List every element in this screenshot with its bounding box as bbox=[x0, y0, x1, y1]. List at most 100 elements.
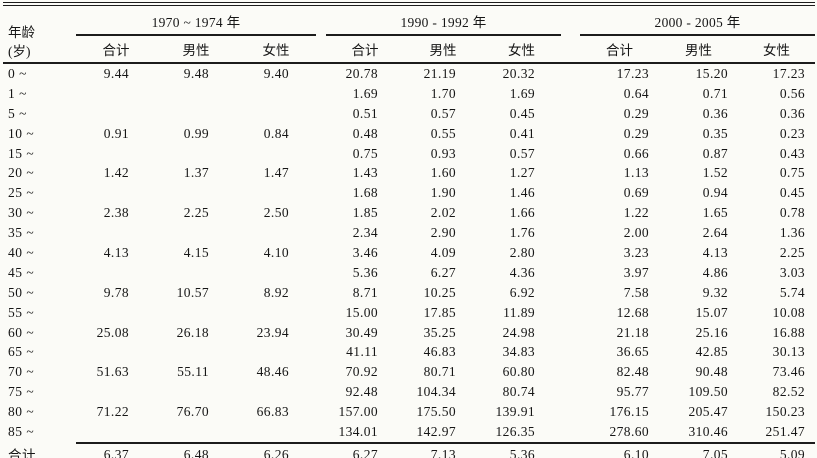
spacer-cell bbox=[316, 303, 326, 323]
value-cell: 142.97 bbox=[416, 423, 457, 439]
age-header-line2: (岁) bbox=[8, 44, 31, 60]
spacer-cell bbox=[316, 402, 326, 422]
spacer-cell bbox=[316, 163, 326, 183]
value-cell: 2.00 bbox=[623, 225, 650, 241]
spacer-cell bbox=[561, 402, 580, 422]
value-cell: 21.19 bbox=[423, 65, 457, 81]
value-cell: 73.46 bbox=[772, 364, 806, 380]
spacer-cell bbox=[561, 63, 580, 84]
spacer-cell bbox=[561, 223, 580, 243]
value-cell: 2.90 bbox=[430, 225, 457, 241]
value-cell: 2.34 bbox=[352, 225, 379, 241]
subheader-female-1: 女性 bbox=[236, 35, 317, 64]
value-cell: 9.44 bbox=[103, 65, 129, 81]
value-cell: 310.46 bbox=[688, 423, 729, 439]
table-row: 25 ~ 1.68 1.90 1.46 0.69 0.94 0.45 bbox=[3, 183, 815, 203]
value-cell: 7.05 bbox=[659, 441, 739, 458]
table-header: 年龄 (岁) 1970 ~ 1974 年 1990 - 1992 年 2000 … bbox=[3, 4, 816, 64]
value-cell: 0.23 bbox=[779, 125, 806, 141]
value-cell: 1.85 bbox=[352, 205, 379, 221]
age-label: 70 ~ bbox=[8, 364, 35, 380]
value-cell bbox=[156, 144, 236, 164]
age-label: 60 ~ bbox=[8, 324, 35, 340]
value-cell: 30.49 bbox=[345, 324, 379, 340]
spacer-cell bbox=[561, 183, 580, 203]
spacer-cell bbox=[316, 243, 326, 263]
value-cell: 80.74 bbox=[502, 384, 536, 400]
spacer-cell bbox=[316, 422, 326, 443]
value-cell bbox=[76, 422, 156, 443]
table-row: 35 ~ 2.34 2.90 1.76 2.00 2.64 1.36 bbox=[3, 223, 815, 243]
value-cell: 2.80 bbox=[509, 244, 536, 260]
value-cell: 17.23 bbox=[616, 65, 650, 81]
value-cell bbox=[236, 183, 316, 203]
value-cell: 0.93 bbox=[430, 145, 457, 161]
value-cell: 12.68 bbox=[616, 304, 650, 320]
value-cell: 1.42 bbox=[103, 165, 129, 181]
value-cell: 10.25 bbox=[423, 284, 457, 300]
age-label: 80 ~ bbox=[8, 404, 35, 420]
spacer-cell bbox=[316, 283, 326, 303]
value-cell: 0.64 bbox=[623, 85, 650, 101]
value-cell: 5.36 bbox=[482, 441, 562, 458]
value-cell: 70.92 bbox=[345, 364, 379, 380]
value-cell: 157.00 bbox=[338, 404, 379, 420]
spacer-cell bbox=[561, 283, 580, 303]
value-cell: 46.83 bbox=[423, 344, 457, 360]
spacer-cell bbox=[316, 323, 326, 343]
age-label: 75 ~ bbox=[8, 384, 35, 400]
total-row: 合计 6.37 6.48 6.26 6.27 7.13 5.36 6.10 7.05 5.09 bbox=[3, 441, 816, 458]
value-cell: 1.22 bbox=[623, 205, 650, 221]
value-cell: 4.36 bbox=[509, 264, 536, 280]
period-header-2000-2005: 2000 - 2005 年 bbox=[580, 4, 816, 36]
value-cell: 2.50 bbox=[263, 205, 290, 221]
value-cell: 0.43 bbox=[779, 145, 806, 161]
age-label: 1 ~ bbox=[8, 85, 27, 101]
value-cell: 92.48 bbox=[345, 384, 379, 400]
value-cell: 34.83 bbox=[502, 344, 536, 360]
value-cell: 205.47 bbox=[688, 404, 729, 420]
value-cell: 0.35 bbox=[702, 125, 729, 141]
value-cell: 251.47 bbox=[765, 423, 806, 439]
value-cell: 15.00 bbox=[345, 304, 379, 320]
value-cell: 6.10 bbox=[580, 441, 660, 458]
spacer-cell bbox=[316, 203, 326, 223]
spacer-cell bbox=[316, 144, 326, 164]
value-cell: 10.57 bbox=[176, 284, 209, 300]
value-cell: 6.92 bbox=[509, 284, 536, 300]
table-row: 5 ~ 0.51 0.57 0.45 0.29 0.36 0.36 bbox=[3, 104, 815, 124]
spacer-cell bbox=[316, 362, 326, 382]
table-row: 85 ~ 134.01 142.97 126.35 278.60 310.46 251.47 bbox=[3, 422, 815, 443]
spacer-cell bbox=[316, 342, 326, 362]
value-cell: 41.11 bbox=[346, 344, 379, 360]
value-cell: 60.80 bbox=[502, 364, 536, 380]
value-cell: 30.13 bbox=[772, 344, 806, 360]
value-cell: 6.27 bbox=[430, 264, 457, 280]
value-cell: 80.71 bbox=[423, 364, 457, 380]
value-cell: 139.91 bbox=[495, 404, 536, 420]
age-label: 15 ~ bbox=[8, 145, 35, 161]
value-cell: 5.36 bbox=[352, 264, 379, 280]
value-cell: 176.15 bbox=[609, 404, 650, 420]
value-cell: 1.36 bbox=[779, 225, 806, 241]
mortality-rate-table: 年龄 (岁) 1970 ~ 1974 年 1990 - 1992 年 2000 … bbox=[3, 2, 816, 458]
value-cell: 8.92 bbox=[263, 284, 290, 300]
value-cell bbox=[156, 342, 236, 362]
value-cell: 0.48 bbox=[352, 125, 379, 141]
value-cell: 6.48 bbox=[156, 441, 236, 458]
value-cell bbox=[76, 223, 156, 243]
spacer-cell bbox=[561, 144, 580, 164]
value-cell: 2.25 bbox=[779, 244, 806, 260]
value-cell: 0.55 bbox=[430, 125, 457, 141]
value-cell: 1.68 bbox=[352, 185, 379, 201]
value-cell bbox=[156, 84, 236, 104]
value-cell: 10.08 bbox=[772, 304, 806, 320]
value-cell: 126.35 bbox=[495, 423, 536, 439]
value-cell: 0.84 bbox=[263, 125, 290, 141]
value-cell bbox=[76, 263, 156, 283]
value-cell: 1.46 bbox=[509, 185, 536, 201]
value-cell: 1.69 bbox=[509, 85, 536, 101]
value-cell: 3.46 bbox=[352, 244, 379, 260]
value-cell: 3.03 bbox=[779, 264, 806, 280]
value-cell: 4.15 bbox=[183, 244, 209, 260]
